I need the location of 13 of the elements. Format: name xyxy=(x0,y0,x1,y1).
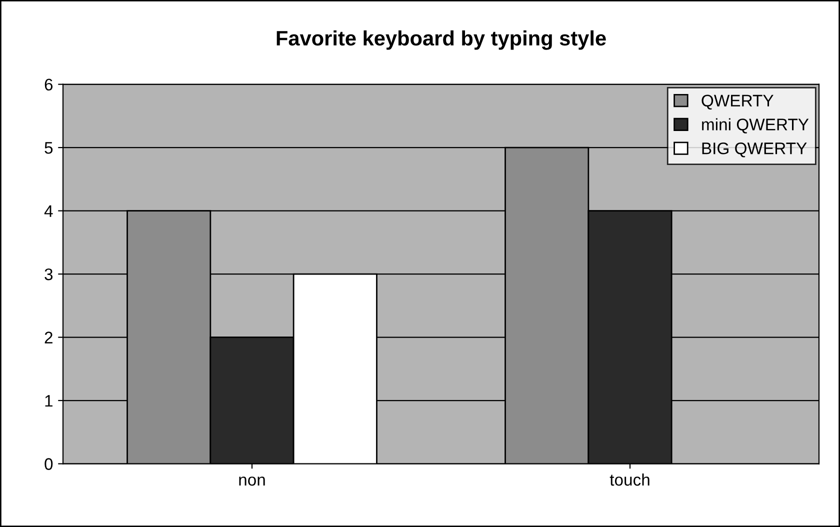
x-tick-label: non xyxy=(239,476,265,486)
y-tick-label: 2 xyxy=(44,332,52,344)
y-tick-label: 3 xyxy=(44,268,53,280)
legend-label: mini QWERTY xyxy=(702,118,809,134)
y-tick-label: 0 xyxy=(44,458,53,470)
y-tick-label: 4 xyxy=(44,205,53,217)
y-tick-label: 1 xyxy=(45,395,52,407)
y-tick-label: 5 xyxy=(44,142,53,154)
legend-label: QWERTY xyxy=(702,94,774,110)
y-tick-label: 6 xyxy=(44,78,53,91)
legend-label: BIG QWERTY xyxy=(702,142,807,158)
chart-title: Favorite keyboard by typing style xyxy=(276,30,606,50)
x-tick-label: touch xyxy=(610,473,650,486)
